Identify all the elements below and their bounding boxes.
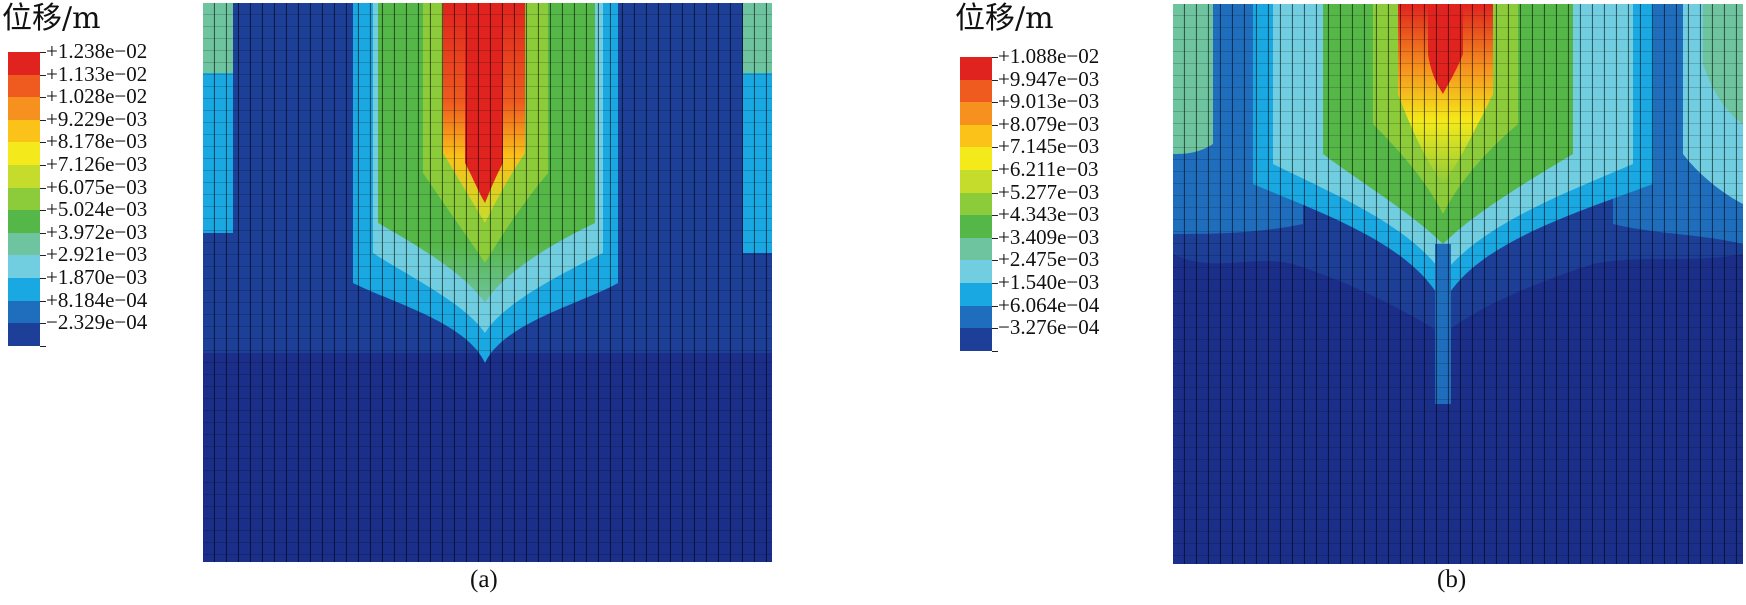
legend-swatch — [8, 232, 40, 256]
legend-label: +5.024e−03 — [46, 197, 148, 222]
legend-swatch — [960, 192, 992, 216]
legend-tick — [992, 215, 998, 217]
legend-label: +1.238e−02 — [46, 39, 148, 63]
legend-label: +7.126e−03 — [46, 151, 148, 176]
legend-swatch — [960, 79, 992, 103]
legend-tick — [40, 142, 46, 144]
legend-label: +2.921e−03 — [46, 242, 148, 267]
legend-swatch — [8, 300, 40, 324]
legend-swatch — [8, 277, 40, 301]
legend-tick — [992, 169, 998, 171]
legend-tick — [40, 300, 46, 302]
legend-swatch — [960, 57, 992, 80]
legend-swatch — [960, 328, 992, 351]
legend-swatch — [8, 97, 40, 120]
contour-svg — [203, 3, 772, 562]
legend-tick — [40, 277, 46, 279]
legend-swatch — [960, 260, 992, 283]
displacement-contour-plot — [203, 3, 772, 562]
legend-tick — [40, 119, 46, 121]
legend-swatch — [8, 210, 40, 233]
legend-label: +2.475e−03 — [998, 247, 1100, 272]
legend-swatch — [960, 237, 992, 261]
legend-tick — [992, 124, 998, 126]
legend-label: +9.229e−03 — [46, 106, 148, 131]
legend-label: +1.133e−02 — [46, 61, 148, 86]
legend-swatch — [8, 164, 40, 188]
legend-swatch — [8, 74, 40, 98]
legend-label: +1.870e−03 — [46, 264, 148, 289]
legend-swatch — [960, 169, 992, 193]
legend-label: +9.947e−03 — [998, 66, 1100, 91]
legend-label: +4.343e−03 — [998, 202, 1100, 227]
legend-label: +8.178e−03 — [46, 129, 148, 154]
panel-b: 位移/m +1.088e−02 +9.947e−03 +9.013e−03 +8.07… — [950, 0, 1746, 605]
legend-tick — [40, 97, 46, 99]
legend-label: +7.145e−03 — [998, 134, 1100, 159]
contour-svg — [1173, 4, 1743, 564]
legend-swatch — [8, 52, 40, 75]
legend-swatch — [960, 124, 992, 148]
displacement-contour-plot — [1173, 4, 1743, 564]
legend-label: +5.277e−03 — [998, 179, 1100, 204]
legend-label: +6.064e−04 — [998, 292, 1100, 317]
legend-swatch — [960, 305, 992, 329]
legend-label: +1.540e−03 — [998, 269, 1100, 294]
legend-tick — [992, 282, 998, 284]
legend-tick — [40, 323, 46, 325]
legend-swatch — [8, 187, 40, 211]
legend-tick — [40, 52, 46, 53]
legend-tick — [40, 164, 46, 166]
legend-label: +3.409e−03 — [998, 224, 1100, 249]
legend-label: +8.184e−04 — [46, 287, 148, 312]
legend-swatch — [8, 119, 40, 143]
caption-a: (a) — [470, 566, 498, 593]
legend-swatch — [960, 147, 992, 170]
legend-swatch — [960, 215, 992, 238]
legend-swatch — [8, 255, 40, 278]
legend-swatch — [960, 102, 992, 125]
legend-label: +1.088e−02 — [998, 44, 1100, 68]
legend-label: +8.079e−03 — [998, 111, 1100, 136]
legend-swatch — [960, 282, 992, 306]
legend-tick — [40, 255, 46, 257]
legend-label: +3.972e−03 — [46, 219, 148, 244]
legend-tick — [992, 102, 998, 104]
legend-tick — [992, 237, 998, 239]
legend-tick — [992, 57, 998, 58]
legend-tick — [992, 350, 998, 352]
legend-tick — [992, 79, 998, 81]
legend-label: +1.028e−02 — [46, 84, 148, 109]
legend-tick — [40, 187, 46, 189]
legend-tick — [40, 345, 46, 347]
legend-title: 位移/m — [955, 1, 1054, 36]
panel-a: 位移/m +1.238e−02 +1.133e−02 +1.028e−02 +9.22… — [0, 0, 800, 605]
legend-tick — [992, 260, 998, 262]
legend-label: −2.329e−04 — [46, 310, 148, 335]
legend-title: 位移/m — [2, 1, 101, 36]
legend-tick — [992, 192, 998, 194]
legend-tick — [992, 328, 998, 330]
legend-tick — [40, 232, 46, 234]
legend-swatch — [8, 323, 40, 346]
legend-tick — [992, 147, 998, 149]
legend-label: +6.211e−03 — [998, 156, 1099, 181]
legend-tick — [40, 210, 46, 212]
caption-b: (b) — [1437, 566, 1467, 593]
legend-label: +6.075e−03 — [46, 174, 148, 199]
legend-tick — [992, 305, 998, 307]
legend-tick — [40, 74, 46, 76]
legend-label: +9.013e−03 — [998, 89, 1100, 114]
legend-swatch — [8, 142, 40, 165]
legend-label: −3.276e−04 — [998, 315, 1100, 340]
